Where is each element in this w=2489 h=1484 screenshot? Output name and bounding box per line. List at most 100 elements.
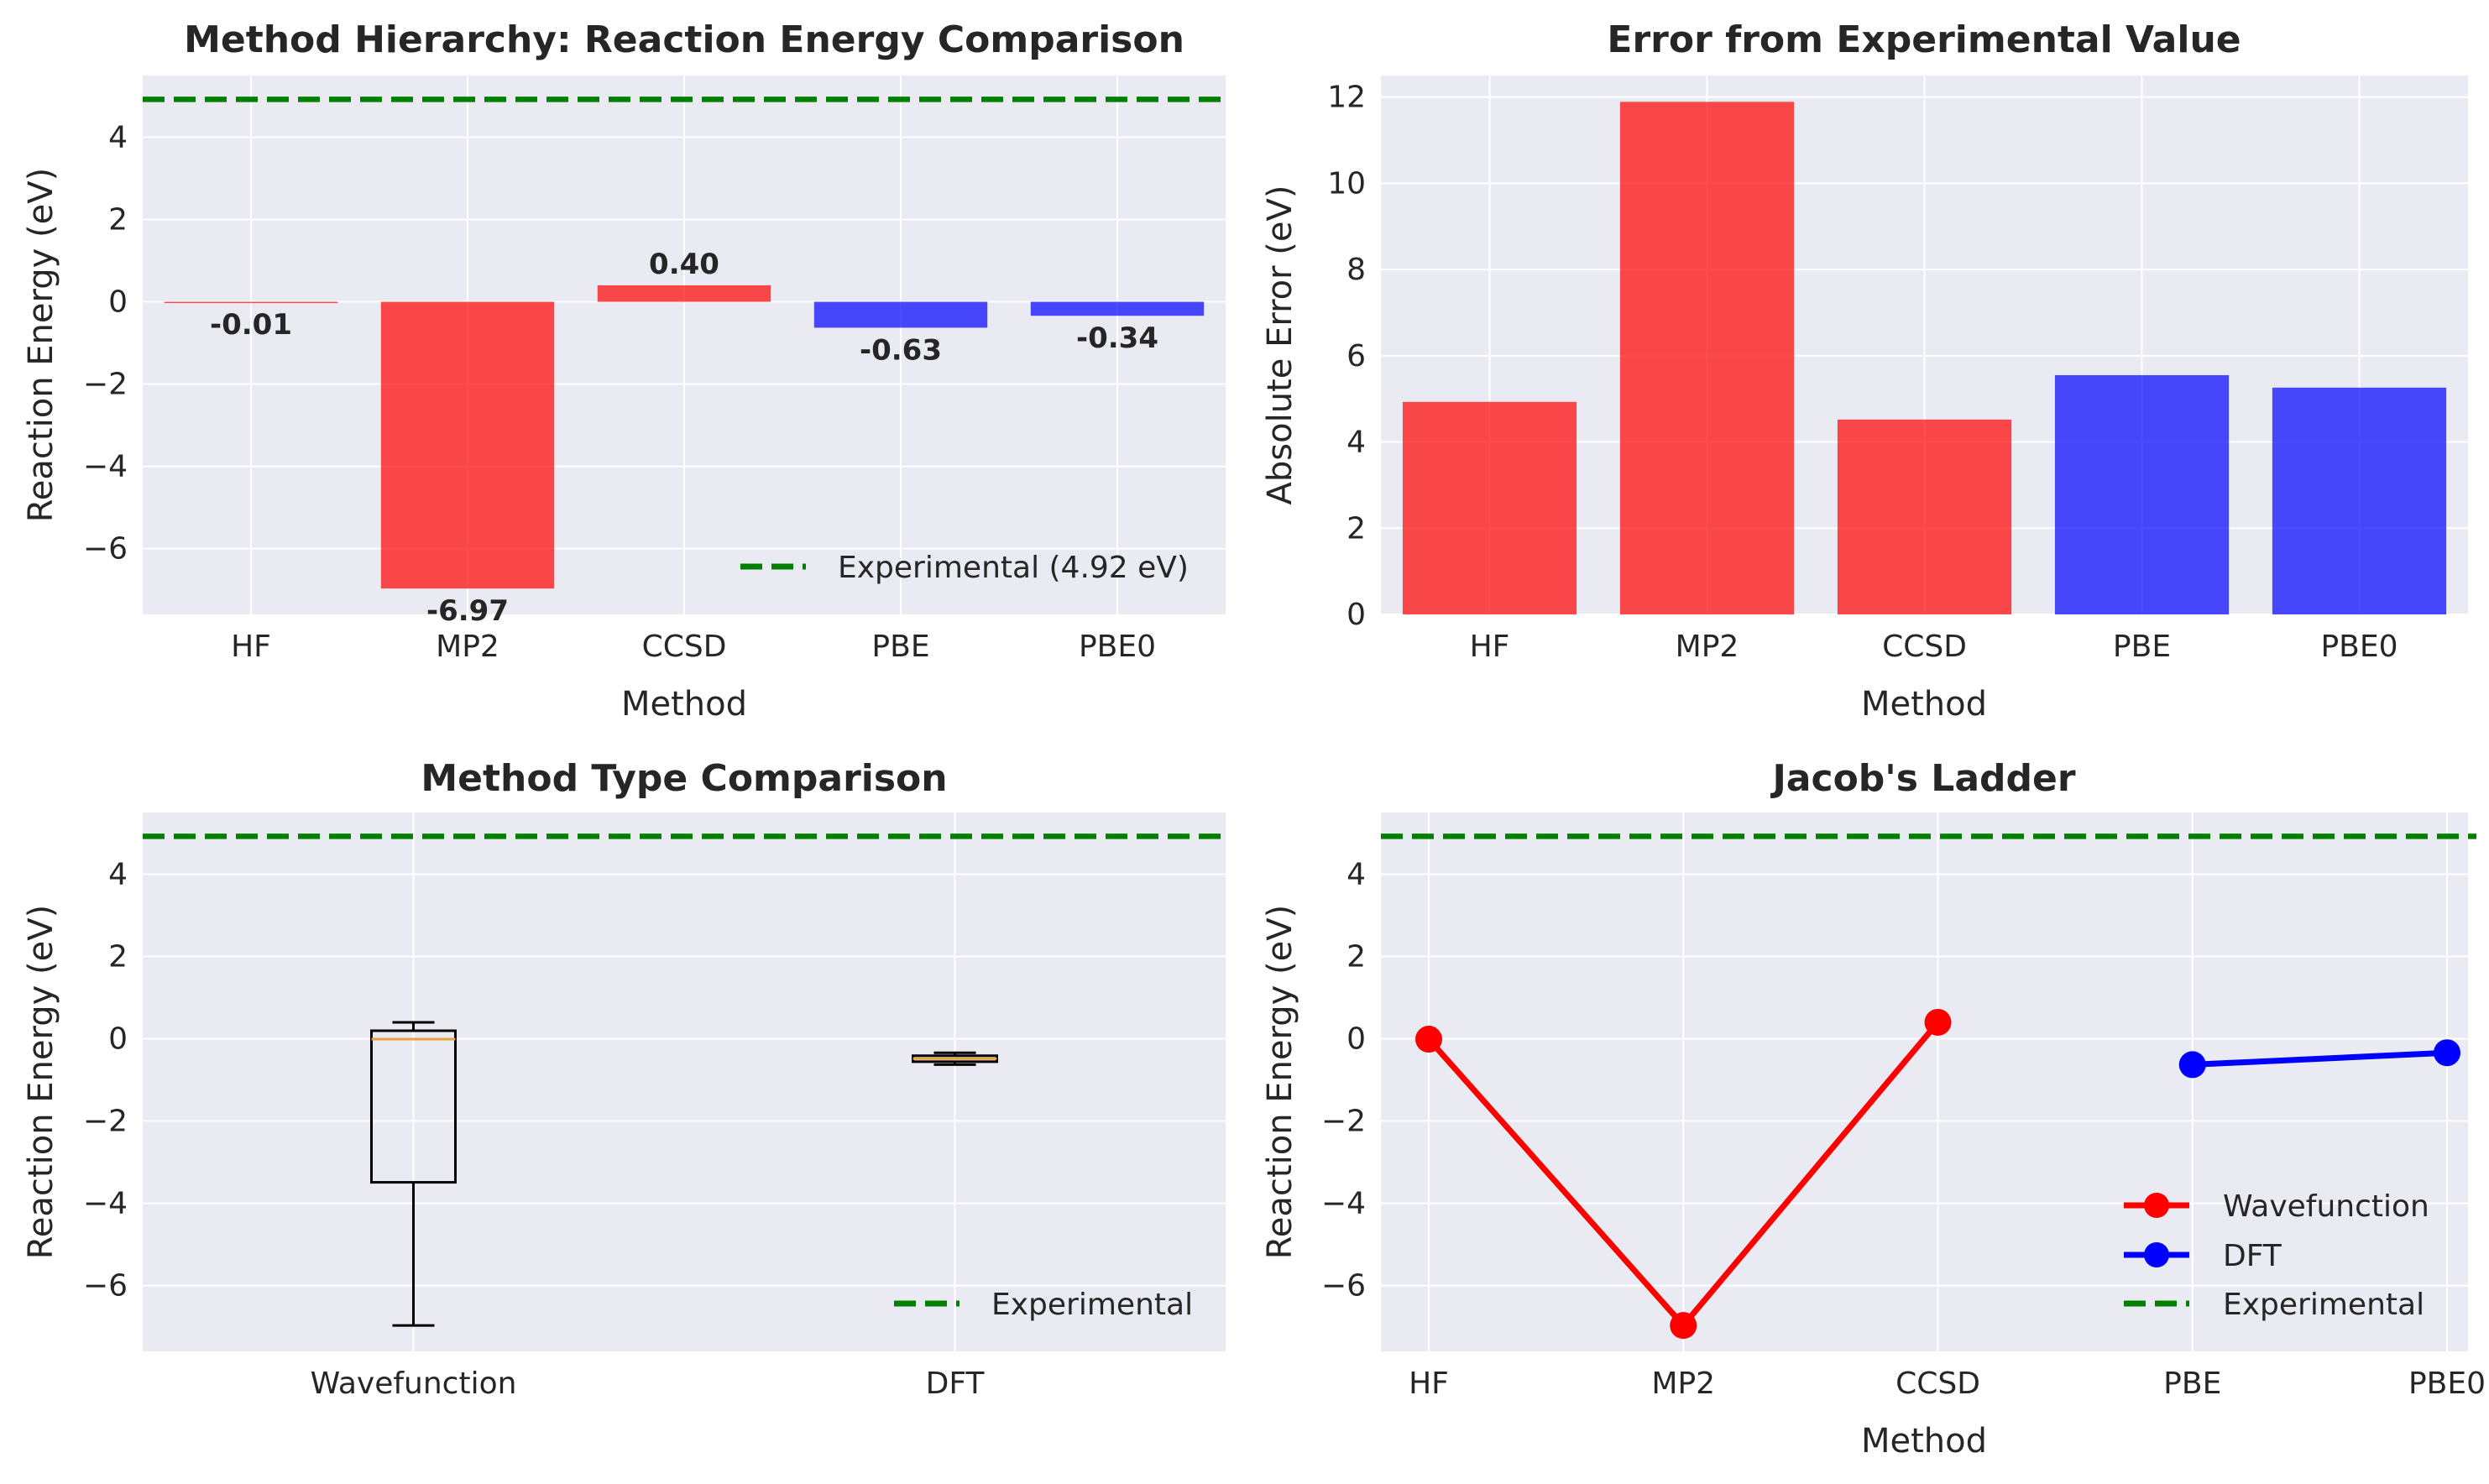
hierarchy-title: Method Hierarchy: Reaction Energy Compar… [184, 18, 1184, 61]
bar-ccsd [597, 285, 771, 302]
hierarchy-y-tick-label: 4 [108, 121, 128, 155]
types-grid [143, 813, 1226, 1351]
ladder-x-tick-label: MP2 [1651, 1366, 1715, 1401]
hierarchy-y-tick-label: −6 [83, 532, 128, 567]
types-y-tick-label: 4 [108, 858, 128, 892]
hierarchy-bars [164, 285, 1205, 589]
error-x-tick-label: MP2 [1676, 630, 1739, 664]
wavefunction-point-ccsd [1924, 1008, 1952, 1036]
error-y-tick-label: 10 [1327, 166, 1366, 201]
hierarchy-y-label: Reaction Energy (eV) [22, 168, 60, 522]
legend-dft-label: DFT [2223, 1239, 2282, 1273]
ladder-x-tick-label: PBE0 [2408, 1366, 2486, 1401]
ladder-series [1415, 1008, 2460, 1340]
hierarchy-y-tick-label: −2 [83, 368, 128, 402]
error-y-tick-label: 4 [1346, 426, 1366, 460]
legend-experimental-label: Experimental [991, 1288, 1193, 1322]
hierarchy-x-tick-label: PBE0 [1079, 630, 1156, 664]
error-bar-pbe [2054, 374, 2230, 614]
types-y-tick-label: −6 [83, 1269, 128, 1304]
types-y-label: Reaction Energy (eV) [22, 905, 60, 1259]
ladder-legend: Wavefunction DFT Experimental [2124, 1189, 2429, 1322]
bar-value-label: -0.63 [860, 333, 942, 367]
hierarchy-bar-labels: -0.01 -6.97 0.40 -0.63 -0.34 [210, 248, 1158, 628]
ladder-grid [1381, 813, 2468, 1351]
legend-wavefunction-marker [2144, 1193, 2169, 1218]
ladder-plot-area [1381, 813, 2468, 1351]
error-title: Error from Experimental Value [1607, 18, 2241, 61]
error-panel: 0 2 4 6 8 10 12 HF MP2 CCSD PBE PBE0 Error from Ex… [1261, 18, 2468, 724]
bar-pbe0 [1030, 301, 1205, 316]
error-y-tick-label: 12 [1327, 81, 1366, 115]
types-x-tick-label: DFT [926, 1366, 986, 1401]
hierarchy-x-tick-label: PBE [871, 630, 929, 664]
hierarchy-x-tick-label: HF [231, 630, 271, 664]
error-bar-mp2 [1619, 102, 1795, 615]
legend-experimental-label: Experimental (4.92 eV) [838, 551, 1189, 585]
ladder-y-tick-label: −2 [1321, 1105, 1366, 1139]
hierarchy-y-tick-label: 2 [108, 203, 128, 238]
hierarchy-y-tick-label: 0 [108, 285, 128, 320]
error-x-tick-label: CCSD [1882, 630, 1967, 664]
hierarchy-y-tick-label: −4 [83, 450, 128, 484]
dft-series-line [2192, 1049, 2448, 1068]
hierarchy-panel: −6 −4 −2 0 2 4 HF MP2 CCSD PBE PBE0 -0.01 -6.97 0.4… [22, 18, 1226, 724]
bar-value-label: 0.40 [649, 248, 719, 281]
types-boxes [370, 1021, 998, 1327]
types-y-tick-label: 2 [108, 940, 128, 975]
error-x-tick-label: HF [1470, 630, 1510, 664]
bar-value-label: -0.34 [1076, 321, 1158, 355]
error-x-ticks: HF MP2 CCSD PBE PBE0 [1470, 630, 2398, 664]
hierarchy-x-tick-label: CCSD [642, 630, 727, 664]
legend-dft-marker [2144, 1242, 2169, 1267]
bar-value-label: -6.97 [426, 594, 509, 628]
hierarchy-grid [143, 76, 1226, 614]
error-y-label: Absolute Error (eV) [1261, 186, 1299, 505]
dft-point-pbe0 [2434, 1039, 2460, 1067]
wavefunction-point-hf [1415, 1026, 1442, 1053]
ladder-y-label: Reaction Energy (eV) [1261, 905, 1299, 1259]
error-y-tick-label: 6 [1346, 339, 1366, 374]
bar-pbe [813, 301, 988, 328]
hierarchy-legend: Experimental (4.92 eV) [740, 551, 1189, 585]
error-x-tick-label: PBE0 [2320, 630, 2397, 664]
error-y-tick-label: 8 [1346, 253, 1366, 287]
ladder-y-tick-label: 0 [1346, 1022, 1366, 1057]
ladder-x-tick-label: PBE [2163, 1366, 2221, 1401]
types-legend: Experimental [894, 1288, 1193, 1322]
types-y-tick-label: 0 [108, 1022, 128, 1057]
wavefunction-box [370, 1029, 457, 1184]
error-bar-hf [1402, 401, 1577, 614]
hierarchy-x-label: Method [621, 685, 747, 724]
types-title: Method Type Comparison [421, 757, 947, 800]
bar-value-label: -0.01 [210, 308, 292, 342]
types-plot-area [143, 813, 1226, 1351]
types-y-tick-label: −2 [83, 1105, 128, 1139]
types-panel: −6 −4 −2 0 2 4 Wavefunction DFT Method Type Co… [22, 757, 1226, 1401]
ladder-x-tick-label: CCSD [1896, 1366, 1980, 1401]
ladder-x-tick-label: HF [1409, 1366, 1449, 1401]
legend-wavefunction-label: Wavefunction [2223, 1189, 2429, 1224]
bar-hf [164, 301, 338, 304]
ladder-x-label: Method [1861, 1422, 1987, 1460]
error-y-ticks: 0 2 4 6 8 10 12 [1327, 81, 1366, 632]
error-x-tick-label: PBE [2113, 630, 2171, 664]
wavefunction-point-mp2 [1670, 1312, 1697, 1340]
error-bar-ccsd [1837, 419, 2012, 614]
error-bars [1402, 102, 2447, 615]
bar-mp2 [380, 301, 555, 589]
error-y-tick-label: 0 [1346, 598, 1366, 632]
hierarchy-x-ticks: HF MP2 CCSD PBE PBE0 [231, 630, 1156, 664]
ladder-x-ticks: HF MP2 CCSD PBE PBE0 [1409, 1366, 2486, 1401]
hierarchy-y-ticks: −6 −4 −2 0 2 4 [83, 121, 128, 567]
types-y-tick-label: −4 [83, 1187, 128, 1221]
ladder-y-tick-label: 2 [1346, 940, 1366, 975]
dft-point-pbe [2178, 1051, 2206, 1079]
ladder-y-tick-label: 4 [1346, 858, 1366, 892]
ladder-title: Jacob's Ladder [1770, 757, 2075, 800]
ladder-y-tick-label: −6 [1321, 1269, 1366, 1304]
error-bar-pbe0 [2272, 387, 2447, 614]
ladder-y-tick-label: −4 [1321, 1187, 1366, 1221]
types-x-ticks: Wavefunction DFT [311, 1366, 986, 1401]
